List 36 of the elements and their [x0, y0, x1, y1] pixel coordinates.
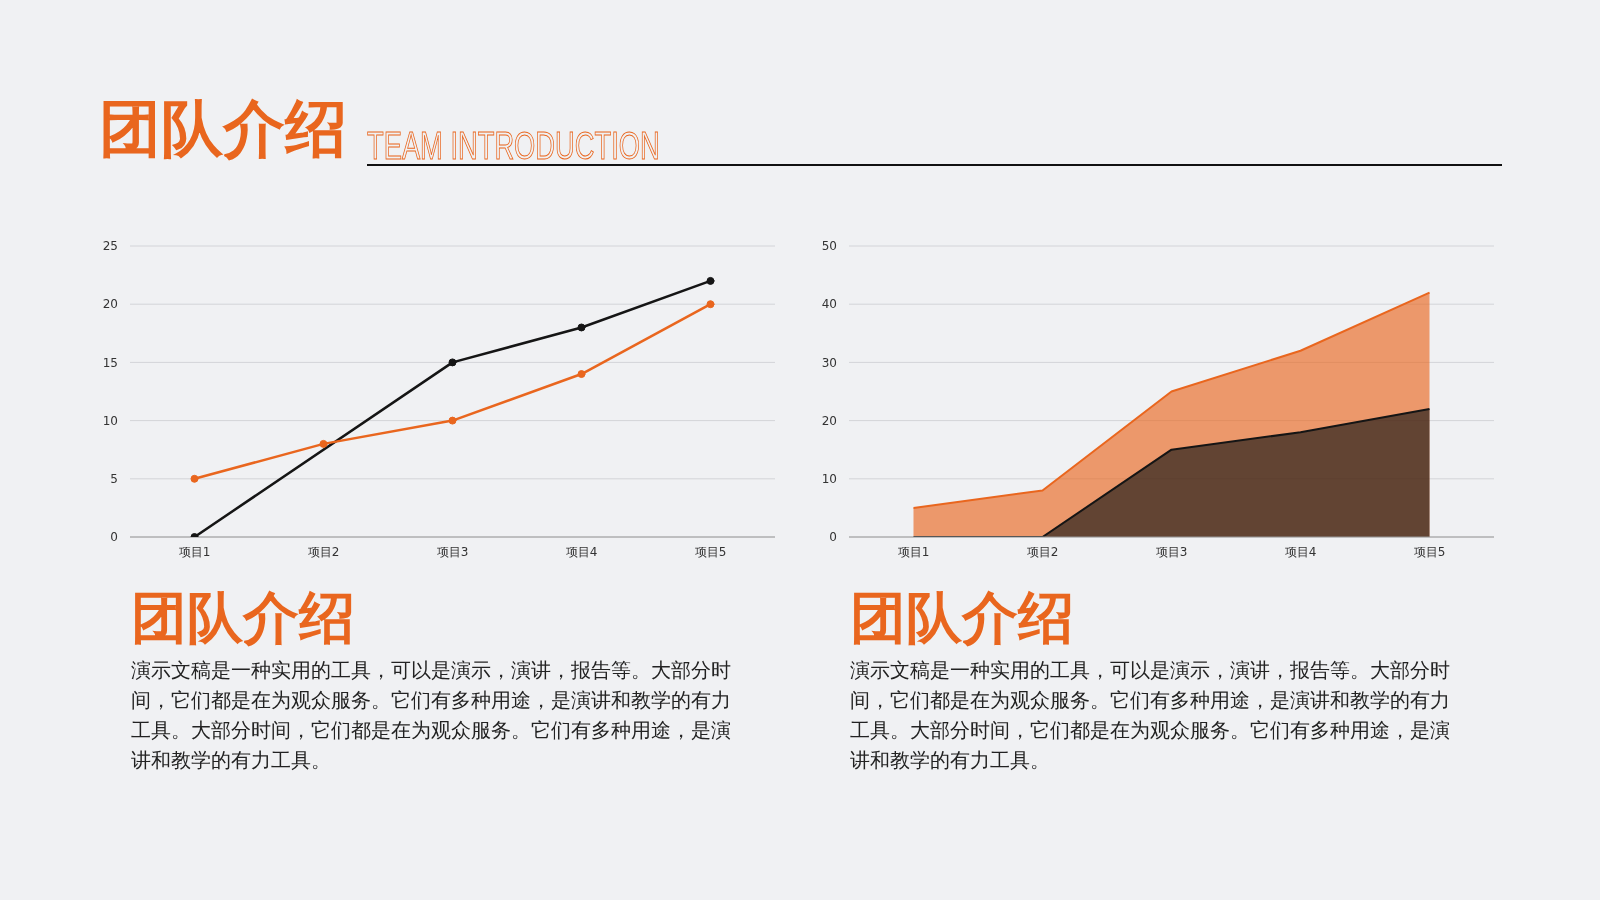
point — [448, 416, 457, 425]
x-tick-label: 项目3 — [436, 544, 469, 559]
x-tick-label: 项目4 — [565, 544, 598, 559]
x-tick-label: 项目2 — [307, 544, 340, 559]
y-tick-label: 40 — [821, 297, 837, 312]
text: 演示文稿是一种实用的工具，可以是演示，演讲，报告等。大部分时间，它们都是在为观众服务。它们有多种用途，是演讲和教学的有力工具。大部分时间，它们都是在为观众服务。它们有多种用途，是演讲和教学的有力工具。 — [850, 657, 1451, 774]
text: TEAM INTRODUCTION — [367, 124, 660, 167]
y-tick-label: 10 — [821, 472, 837, 487]
text: 团队介绍 — [850, 585, 1075, 650]
point — [577, 370, 586, 379]
y-tick-label: 25 — [102, 239, 118, 254]
point — [706, 300, 715, 309]
y-tick-label: 30 — [821, 355, 837, 370]
y-tick-label: 10 — [102, 413, 118, 428]
point — [319, 439, 328, 448]
y-tick-label: 50 — [821, 239, 837, 254]
y-tick-label: 20 — [821, 413, 837, 428]
x-tick-label: 项目1 — [897, 544, 930, 559]
point — [190, 474, 199, 483]
x-tick-label: 项目3 — [1155, 544, 1188, 559]
text: 团队介绍 — [99, 92, 347, 165]
y-tick-label: 0 — [110, 530, 118, 545]
text: 演示文稿是一种实用的工具，可以是演示，演讲，报告等。大部分时间，它们都是在为观众服务。它们有多种用途，是演讲和教学的有力工具。大部分时间，它们都是在为观众服务。它们有多种用途，是演讲和教学的有力工具。 — [131, 657, 732, 774]
point — [706, 276, 715, 285]
y-tick-label: 20 — [102, 297, 118, 312]
y-tick-label: 15 — [102, 355, 118, 370]
y-tick-label: 5 — [110, 472, 118, 487]
x-tick-label: 项目1 — [178, 544, 211, 559]
point — [577, 323, 586, 332]
x-tick-label: 项目4 — [1284, 544, 1317, 559]
point — [448, 358, 457, 367]
y-tick-label: 0 — [829, 530, 837, 545]
x-tick-label: 项目2 — [1026, 544, 1059, 559]
text: 团队介绍 — [131, 585, 356, 650]
x-tick-label: 项目5 — [1413, 544, 1446, 559]
x-tick-label: 项目5 — [694, 544, 727, 559]
